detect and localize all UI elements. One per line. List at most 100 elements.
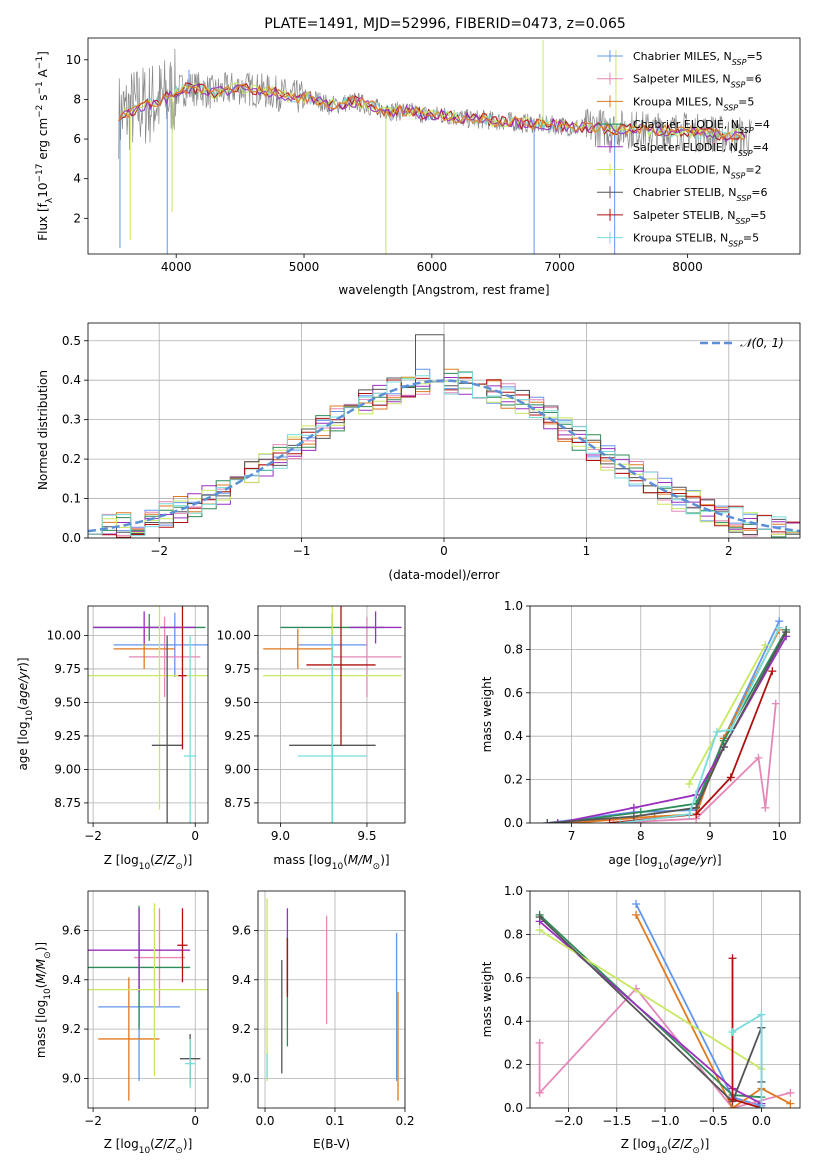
legend-label-count: =4 xyxy=(753,141,769,154)
label-fragment: )] xyxy=(183,853,192,867)
plot-area xyxy=(88,323,800,538)
series-marker xyxy=(692,810,701,819)
label-fragment: ( xyxy=(150,1137,155,1151)
series-marker xyxy=(726,773,735,782)
series-marker xyxy=(685,779,694,788)
series-marker xyxy=(786,1088,795,1097)
axes-frame xyxy=(529,605,801,824)
panel-mass-weight-vs-age: 7 8 9 10 0.0 0.2 0.4 0.6 0.8 1.0 mass weight age [l… xyxy=(480,599,801,872)
y-tick-label: 9.00 xyxy=(54,762,81,776)
label-fragment: ⊙ xyxy=(43,951,53,959)
legend-label-text: Salpeter ELODIE, N xyxy=(633,141,738,154)
x-tick-label: 7 xyxy=(568,829,576,843)
axes-frame xyxy=(87,605,209,824)
axes-frame xyxy=(87,37,801,255)
legend-label-count: =5 xyxy=(738,95,754,108)
y-tick-label: 9.50 xyxy=(54,695,81,709)
x-tick-label: −1.5 xyxy=(602,1114,631,1128)
y-tick-label: 9.75 xyxy=(54,662,81,676)
x-tick-label: −2 xyxy=(84,829,102,843)
label-fragment: Z [log xyxy=(104,1137,139,1151)
legend-label-subscript: SSP xyxy=(732,58,747,67)
x-tick-label: 8 xyxy=(637,829,645,843)
legend-label-subscript: SSP xyxy=(739,126,754,135)
series-marker xyxy=(719,743,728,752)
y-tick-label: 9.0 xyxy=(62,1071,81,1085)
series-marker xyxy=(685,810,694,819)
label-fragment: ( xyxy=(667,1137,672,1151)
y-tick-label: 9.2 xyxy=(62,1022,81,1036)
series-marker xyxy=(757,1104,766,1108)
series-marker xyxy=(632,900,641,909)
series-marker xyxy=(535,1038,544,1047)
normal-curve xyxy=(88,379,800,533)
y-axis-label: Normed distribution xyxy=(36,370,50,490)
legend-label-subscript: SSP xyxy=(737,194,752,203)
legend-label-count: =2 xyxy=(745,164,761,177)
label-fragment: Flux [f xyxy=(36,202,50,240)
y-tick-label: 10 xyxy=(66,53,81,67)
label-fragment: 10 xyxy=(656,1146,668,1156)
y-tick-label: 0.6 xyxy=(504,686,523,700)
axes-frame xyxy=(529,890,801,1109)
y-axis-label: mass [log10(M/M⊙)] xyxy=(34,942,53,1058)
label-fragment: −1 xyxy=(35,81,45,94)
legend-label-subscript: SSP xyxy=(723,103,738,112)
x-axis-label: age [log10(age/yr)] xyxy=(608,853,721,872)
x-tick-label: 0.0 xyxy=(255,1114,274,1128)
x-tick-label: 0.0 xyxy=(752,1114,771,1128)
x-tick-label: 1 xyxy=(583,544,591,558)
panel-age-vs-mass: 9.0 9.5 8.75 9.00 9.25 9.50 9.75 10.00 mass [log… xyxy=(217,605,406,872)
legend-label-text: Chabrier MILES, N xyxy=(633,50,732,63)
legend-label: Kroupa MILES, NSSP=5 xyxy=(633,95,754,112)
axes-frame xyxy=(87,890,209,1109)
x-tick-label: 9 xyxy=(706,829,714,843)
label-fragment: age [log xyxy=(16,721,30,770)
x-tick-label: 7000 xyxy=(544,260,575,274)
x-tick-label: −0.5 xyxy=(699,1114,728,1128)
y-tick-label: 9.50 xyxy=(224,695,251,709)
legend-label: Salpeter STELIB, NSSP=5 xyxy=(633,209,766,226)
y-tick-label: 0.4 xyxy=(504,1014,523,1028)
label-fragment: mass [log xyxy=(273,853,331,867)
x-tick-label: 9.0 xyxy=(271,829,290,843)
panel-spectrum: 4000 5000 6000 7000 8000 2 4 6 8 10 wavelength [An… xyxy=(35,37,801,297)
series-marker xyxy=(775,623,784,632)
label-fragment: age/yr xyxy=(674,853,713,867)
y-tick-label: 0.2 xyxy=(504,773,523,787)
y-tick-label: 8.75 xyxy=(54,796,81,810)
label-fragment: mass [log xyxy=(34,1000,48,1058)
panel-mass-weight-vs-z: −2.0 −1.5 −1.0 −0.5 0.0 0.0 0.2 0.4 0.6 0.8 1.0 mas… xyxy=(480,884,801,1156)
label-fragment: ( xyxy=(150,853,155,867)
label-fragment: A xyxy=(36,68,50,81)
legend-label: Salpeter MILES, NSSP=6 xyxy=(633,73,762,90)
x-tick-label: 0.1 xyxy=(325,1114,344,1128)
y-tick-label: 0.8 xyxy=(504,642,523,656)
y-tick-label: 0.1 xyxy=(62,492,81,506)
label-fragment: ] xyxy=(36,51,50,56)
y-tick-label: 9.0 xyxy=(232,1071,251,1085)
series-line xyxy=(635,914,791,1108)
label-fragment: 10 xyxy=(36,183,50,198)
label-fragment: 10 xyxy=(139,862,151,872)
legend-label-text: Salpeter MILES, N xyxy=(633,73,731,86)
legend-label: Chabrier MILES, NSSP=5 xyxy=(633,50,763,67)
legend-label: Kroupa STELIB, NSSP=5 xyxy=(633,232,759,249)
series-line xyxy=(688,644,767,785)
panel-mass-vs-ebv: 0.0 0.1 0.2 9.0 9.2 9.4 9.6 E(B-V) xyxy=(232,890,415,1151)
axes-frame xyxy=(87,322,801,539)
label-fragment: ⊙ xyxy=(692,1146,700,1156)
y-tick-label: 1.0 xyxy=(504,599,523,613)
y-tick-label: 1.0 xyxy=(504,884,523,898)
y-tick-label: 9.4 xyxy=(232,973,251,987)
x-axis-label: (data-model)/error xyxy=(388,568,499,582)
series-marker xyxy=(761,641,770,650)
series-marker xyxy=(712,727,721,736)
series-marker xyxy=(543,819,552,823)
label-fragment: Z [log xyxy=(621,1137,656,1151)
x-tick-label: 8000 xyxy=(672,260,703,274)
x-axis-label: wavelength [Angstrom, rest frame] xyxy=(338,283,549,297)
x-tick-label: 0 xyxy=(191,1114,199,1128)
